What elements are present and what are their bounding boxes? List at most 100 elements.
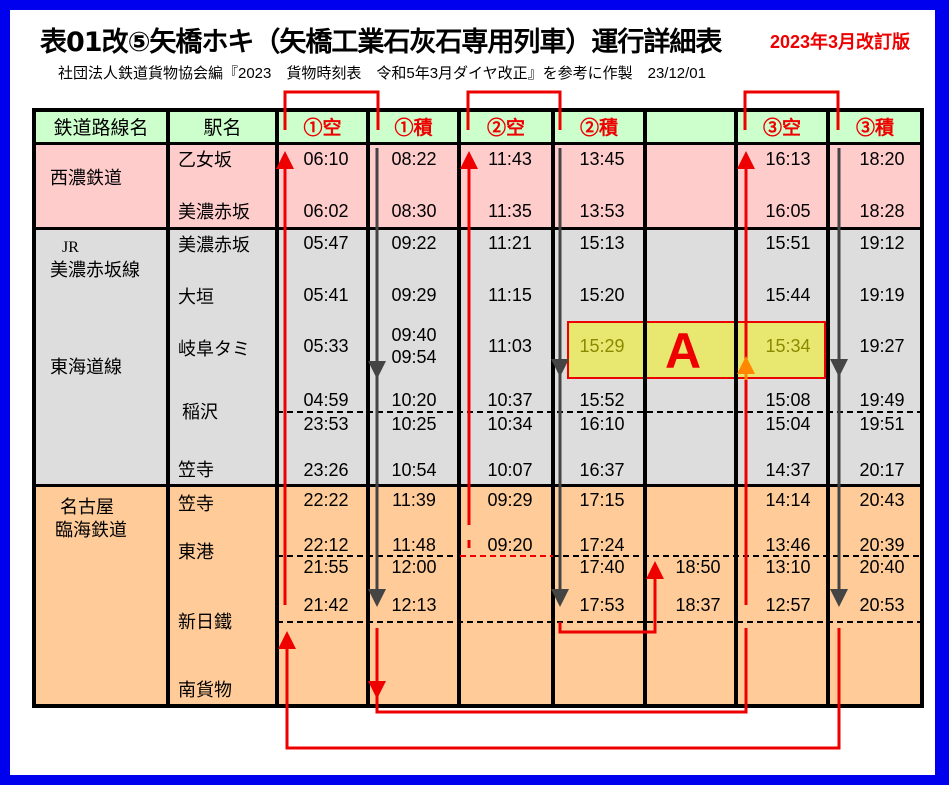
rinkai-band — [35, 486, 922, 706]
time-cell: 14:37 — [765, 460, 811, 480]
time-cell: 10:54 — [391, 460, 437, 480]
grid-line — [734, 108, 738, 708]
time-cell: 19:49 — [859, 390, 905, 410]
station-name: 笠寺 — [178, 460, 214, 480]
time-cell: 16:37 — [579, 460, 625, 480]
station-name: 乙女坂 — [178, 150, 232, 170]
grid-line — [920, 108, 924, 708]
header-col-3-empty: ③空 — [762, 118, 801, 139]
line-tokaido: 東海道線 — [50, 357, 122, 377]
time-cell: 21:42 — [303, 595, 349, 615]
grid-line — [32, 108, 36, 708]
header-col-3-loaded: ③積 — [855, 118, 894, 139]
line-rinkai: 臨海鉄道 — [55, 520, 127, 540]
transfer-arrow — [558, 561, 664, 634]
time-cell: 05:41 — [303, 285, 349, 305]
grid-line — [33, 227, 924, 230]
station-name: 大垣 — [178, 287, 214, 307]
time-cell: 10:20 — [391, 390, 437, 410]
time-cell: 12:57 — [765, 595, 811, 615]
time-cell: 19:51 — [859, 414, 905, 434]
time-cell: 12:13 — [391, 595, 437, 615]
station-name: 稲沢 — [182, 402, 218, 422]
time-cell: 05:33 — [303, 336, 349, 356]
seino-band — [35, 144, 922, 229]
time-cell: 08:30 — [391, 201, 437, 221]
station-name: 東港 — [178, 542, 214, 562]
time-cell: 05:47 — [303, 233, 349, 253]
time-cell: 09:29 — [391, 285, 437, 305]
time-cell: 19:12 — [859, 233, 905, 253]
bracket-2 — [466, 90, 562, 130]
time-cell: 15:13 — [579, 233, 625, 253]
grid-line — [33, 704, 924, 708]
time-cell: 09:40 09:54 — [391, 325, 437, 367]
time-cell: 09:20 — [487, 535, 533, 555]
time-cell: 17:24 — [579, 535, 625, 555]
time-cell: 20:43 — [859, 490, 905, 510]
return-arrow-1 — [278, 628, 841, 750]
station-name: 南貨物 — [178, 680, 232, 700]
line-seino: 西濃鉄道 — [50, 168, 122, 188]
time-cell: 11:35 — [488, 201, 532, 221]
time-cell: 15:44 — [765, 285, 811, 305]
time-cell: 11:48 — [392, 535, 436, 555]
time-cell: 18:20 — [859, 149, 905, 169]
time-cell: 10:37 — [487, 390, 533, 410]
time-cell: 08:22 — [391, 149, 437, 169]
station-name: 美濃赤坂 — [178, 235, 250, 255]
header-station: 駅名 — [203, 118, 242, 139]
time-cell: 15:08 — [765, 390, 811, 410]
time-cell: 14:14 — [765, 490, 811, 510]
time-cell: 15:51 — [765, 233, 811, 253]
line-jr: JR — [62, 239, 79, 256]
return-arrow-2 — [375, 628, 748, 714]
time-cell: 17:15 — [579, 490, 625, 510]
grid-line — [33, 108, 924, 112]
highlight-box — [567, 321, 826, 379]
time-cell: 20:39 — [859, 535, 905, 555]
header-col-2-empty: ②空 — [486, 118, 525, 139]
time-cell: 13:10 — [765, 557, 811, 577]
time-cell: 06:02 — [303, 201, 349, 221]
station-name: 美濃赤坂 — [178, 202, 250, 222]
grid-line — [366, 108, 370, 708]
time-cell: 20:53 — [859, 595, 905, 615]
time-cell: 18:50 — [675, 557, 721, 577]
subtitle: 社団法人鉄道貨物協会編『2023 貨物時刻表 令和5年3月ダイヤ改正』を参考に作… — [58, 65, 706, 82]
time-cell: 16:10 — [579, 414, 625, 434]
header-col-2-loaded: ②積 — [579, 118, 618, 139]
time-cell: 15:20 — [579, 285, 625, 305]
grid-line — [33, 142, 924, 145]
time-cell: 11:15 — [488, 285, 532, 305]
time-cell: 23:26 — [303, 460, 349, 480]
header-line: 鉄道路線名 — [53, 118, 149, 139]
time-cell: 21:55 — [303, 557, 349, 577]
grid-line — [826, 108, 830, 708]
time-cell: 17:40 — [579, 557, 625, 577]
time-cell: 20:17 — [859, 460, 905, 480]
time-cell: 10:34 — [487, 414, 533, 434]
time-cell: 09:22 — [391, 233, 437, 253]
time-cell: 04:59 — [303, 390, 349, 410]
time-cell: 19:27 — [859, 336, 905, 356]
time-cell: 11:43 — [488, 149, 532, 169]
time-cell: 15:29 — [579, 336, 625, 356]
grid-line — [457, 108, 461, 708]
time-cell: 11:39 — [392, 490, 436, 510]
grid-line — [166, 108, 170, 708]
time-cell: 19:19 — [859, 285, 905, 305]
time-cell: 13:45 — [579, 149, 625, 169]
grid-line — [275, 108, 279, 708]
time-cell: 16:05 — [765, 201, 811, 221]
time-cell: 20:40 — [859, 557, 905, 577]
time-cell: 17:53 — [579, 595, 625, 615]
time-cell: 15:34 — [765, 336, 811, 356]
line-mino-akasaka: 美濃赤坂線 — [50, 260, 140, 280]
station-name: 笠寺 — [178, 494, 214, 514]
revision-label: 2023年3月改訂版 — [770, 32, 911, 52]
bracket-3 — [743, 90, 840, 130]
header-col-1-loaded: ①積 — [394, 118, 433, 139]
grid-line — [33, 484, 924, 487]
time-cell: 13:53 — [579, 201, 625, 221]
